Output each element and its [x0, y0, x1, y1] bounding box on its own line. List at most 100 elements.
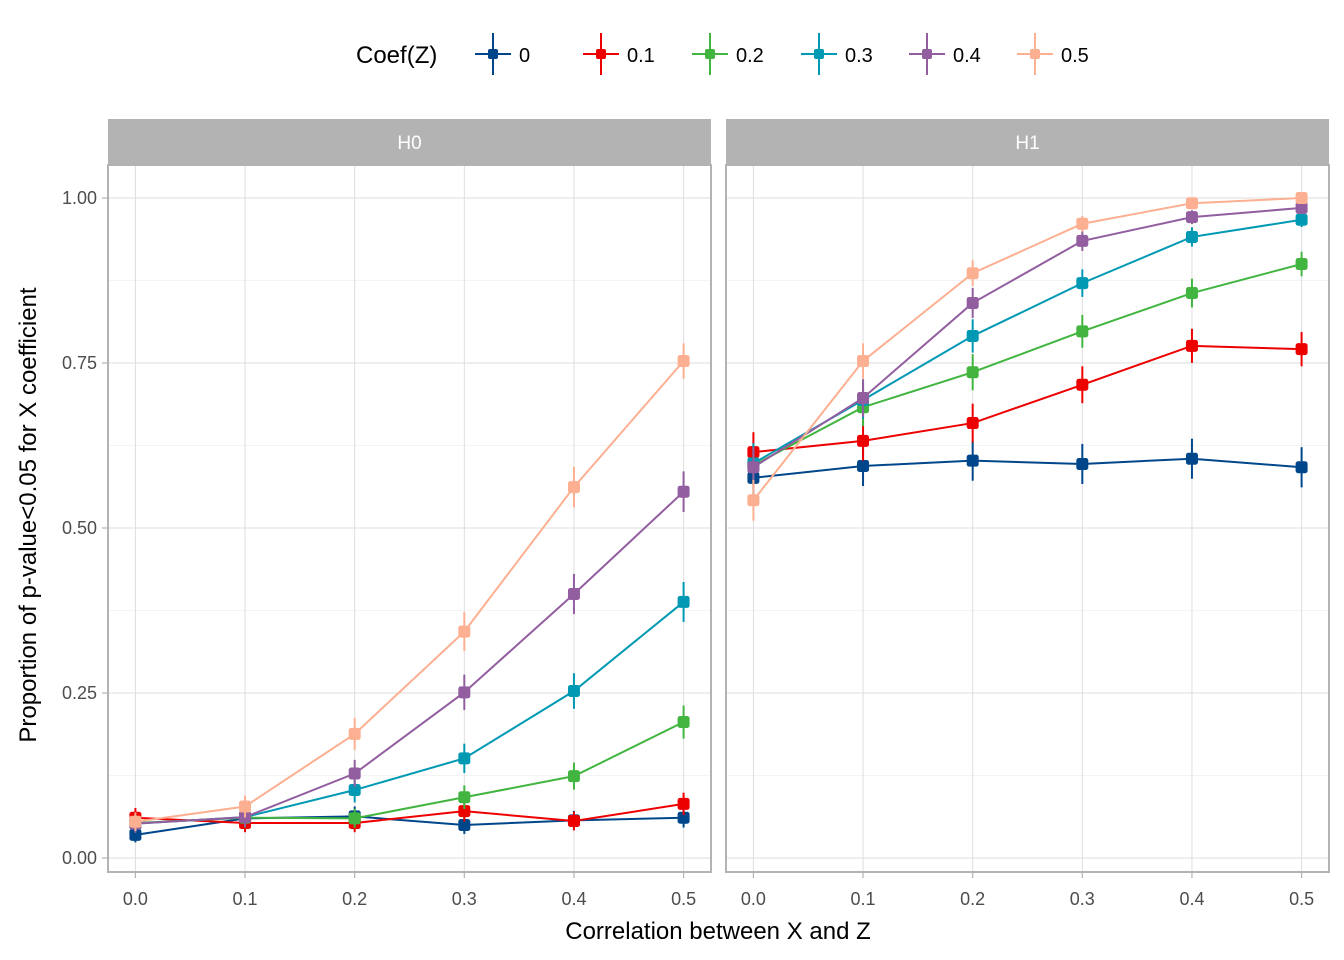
data-point — [857, 355, 870, 368]
series-coef-0_4 — [129, 471, 690, 833]
data-point — [567, 685, 580, 698]
data-point — [677, 485, 690, 498]
x-tick-label: 0.0 — [123, 889, 148, 909]
data-point — [129, 815, 142, 828]
x-tick-label: 0.0 — [741, 889, 766, 909]
data-point — [1295, 213, 1308, 226]
legend-label: 0.4 — [953, 45, 981, 67]
facet-strip — [726, 119, 1329, 165]
x-tick-label: 0.5 — [671, 889, 696, 909]
x-tick-label: 0.1 — [233, 889, 258, 909]
legend: Coef(Z) 0 0.1 0.2 0.3 0.4 0.5 — [356, 33, 1089, 75]
data-point — [966, 366, 979, 379]
x-tick-label: 0.3 — [1070, 889, 1095, 909]
data-point — [857, 434, 870, 447]
series-line — [752, 197, 1302, 501]
panel-border — [107, 164, 712, 873]
data-point — [1185, 287, 1198, 300]
series-line — [135, 802, 684, 825]
legend-item-0_5: 0.5 — [1017, 33, 1089, 75]
series-line — [753, 457, 1302, 479]
legend-key-point — [1030, 49, 1040, 59]
series-line — [752, 206, 1302, 469]
series-line — [752, 263, 1302, 467]
series-coef-0_4 — [747, 201, 1308, 488]
data-point — [458, 625, 471, 638]
data-point — [857, 391, 870, 404]
legend-key-point — [705, 49, 715, 59]
series-coef-0_1 — [747, 328, 1308, 473]
legend-label: 0.5 — [1061, 45, 1089, 67]
panel-h0: H0 0.0 0.1 0.2 0.3 0.4 0.5 0.00 0.25 0.50 0.75 1.00 — [62, 119, 712, 909]
data-point — [348, 727, 361, 740]
data-point — [348, 784, 361, 797]
legend-key-point — [922, 49, 932, 59]
data-point — [567, 770, 580, 783]
x-tick-label: 0.4 — [561, 889, 586, 909]
data-point — [677, 797, 690, 810]
data-point — [747, 461, 760, 474]
panel-h1: H1 0.0 0.1 0.2 0.3 0.4 0.5 — [725, 119, 1330, 909]
data-point — [677, 811, 690, 824]
data-point — [239, 800, 252, 813]
legend-key-point — [488, 49, 498, 59]
series-coef-0 — [747, 438, 1308, 499]
x-tick-label: 0.4 — [1179, 889, 1204, 909]
x-tick-label: 0.1 — [851, 889, 876, 909]
data-point — [458, 686, 471, 699]
data-point — [1295, 343, 1308, 356]
data-point — [966, 454, 979, 467]
facet-strip-label: H0 — [397, 133, 421, 154]
data-point — [966, 329, 979, 342]
data-point — [567, 481, 580, 494]
data-point — [1185, 452, 1198, 465]
x-axis-title: Correlation between X and Z — [565, 918, 871, 945]
x-tick-label: 0.2 — [342, 889, 367, 909]
y-tick-label: 1.00 — [62, 188, 97, 208]
series-coef-0_5 — [747, 192, 1308, 521]
legend-item-0: 0 — [475, 33, 530, 75]
data-point — [129, 828, 142, 841]
data-point — [1185, 211, 1198, 224]
data-point — [1185, 230, 1198, 243]
legend-label: 0.3 — [845, 45, 873, 67]
legend-item-0_2: 0.2 — [692, 33, 764, 75]
x-tick-label: 0.5 — [1289, 889, 1314, 909]
legend-key-point — [814, 49, 824, 59]
legend-label: 0 — [519, 45, 530, 67]
facet-strip — [108, 119, 711, 165]
x-tick-label: 0.3 — [452, 889, 477, 909]
data-point — [1295, 192, 1308, 204]
legend-label: 0.1 — [627, 45, 655, 67]
data-point — [677, 595, 690, 608]
series-coef-0_5 — [129, 343, 690, 832]
data-point — [1185, 339, 1198, 352]
y-axis-title: Proportion of p-value<0.05 for X coeffic… — [15, 287, 42, 743]
data-point — [458, 805, 471, 818]
data-point — [1185, 197, 1198, 210]
data-point — [458, 791, 471, 804]
data-point — [567, 815, 580, 828]
panel-border — [725, 164, 1330, 873]
data-point — [1076, 457, 1089, 470]
data-point — [348, 812, 361, 825]
legend-item-0_3: 0.3 — [801, 33, 873, 75]
data-point — [458, 819, 471, 831]
legend-item-0_1: 0.1 — [583, 33, 655, 75]
data-point — [1076, 378, 1089, 391]
data-point — [567, 588, 580, 600]
data-point — [747, 494, 760, 507]
legend-title: Coef(Z) — [356, 42, 437, 69]
legend-key-point — [596, 49, 606, 59]
data-point — [348, 767, 361, 780]
data-point — [1076, 325, 1089, 338]
legend-item-0_4: 0.4 — [909, 33, 981, 75]
data-point — [966, 267, 979, 280]
y-tick-label: 0.25 — [62, 683, 97, 703]
y-tick-label: 0.00 — [62, 848, 97, 868]
data-point — [1295, 201, 1308, 214]
data-point — [857, 459, 870, 472]
y-tick-label: 0.75 — [62, 353, 97, 373]
data-point — [1076, 234, 1089, 247]
